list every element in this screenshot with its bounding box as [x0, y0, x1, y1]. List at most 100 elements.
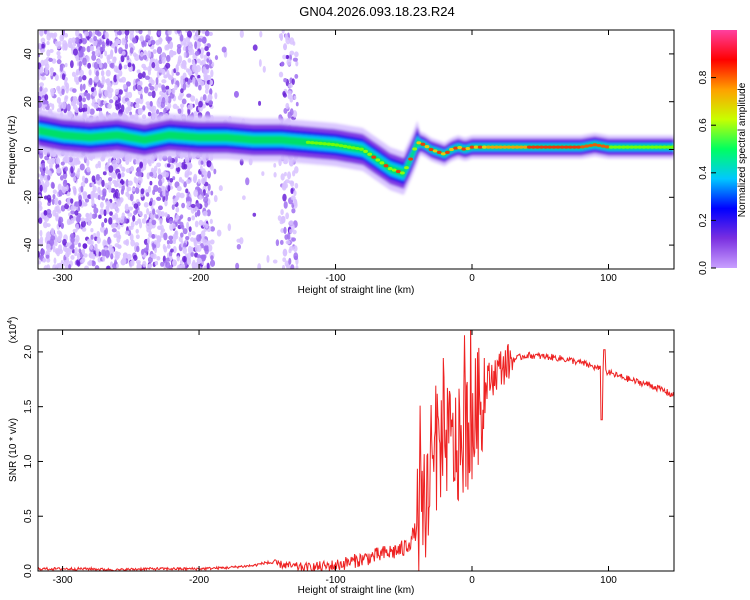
spectrogram-noise-dot — [158, 179, 163, 187]
spectrogram-core-dot — [510, 145, 516, 149]
spectrogram-noise-dot — [56, 59, 62, 65]
spectrogram-noise-dot — [283, 226, 287, 235]
spectrogram-noise-dot — [196, 58, 201, 64]
spectrogram-noise-dot — [193, 189, 199, 197]
spectrogram-noise-dot — [107, 103, 112, 110]
spectrogram-noise-dot — [58, 189, 63, 197]
spectrogram-core-dot — [625, 145, 630, 149]
spectrogram-noise-dot — [202, 239, 209, 247]
spectrogram-core-dot — [400, 171, 405, 175]
spectrogram-noise-dot — [290, 264, 295, 269]
spectrogram-noise-dot — [55, 157, 61, 165]
spectrogram-noise-dot — [153, 184, 159, 193]
colorbar-tick-label: 0.4 — [698, 165, 709, 179]
spectrogram-noise-dot — [69, 60, 74, 69]
spectrogram-noise-dot — [157, 210, 163, 217]
spectrogram-noise-dot — [159, 90, 164, 96]
spectrogram-noise-dot — [73, 188, 77, 196]
snr-y-label: SNR (10 * v/v) — [8, 418, 19, 482]
spectrogram-noise-dot — [78, 248, 82, 254]
spectrogram-noise-dot — [157, 174, 163, 181]
spectrogram-noise-dot — [87, 106, 91, 113]
spectrogram-noise-dot — [40, 59, 45, 67]
spectrogram-noise-dot — [108, 180, 112, 187]
spectrogram-noise-dot — [176, 30, 181, 34]
spectrogram-noise-dot — [41, 162, 46, 169]
spectrogram-noise-dot — [141, 114, 147, 120]
spectrogram-noise-dot — [84, 217, 90, 222]
spectrogram-noise-dot — [198, 84, 202, 91]
spectrogram-noise-dot — [147, 264, 151, 269]
spectrogram-noise-dot — [186, 221, 190, 230]
spectrogram-core-dot — [498, 145, 504, 149]
snr-x-label: Height of straight line (km) — [298, 585, 415, 596]
spectrogram-noise-dot — [39, 66, 44, 74]
spectrogram-noise-dot — [132, 52, 137, 58]
spectrogram-noise-dot — [175, 214, 180, 221]
spectrogram-noise-dot — [38, 200, 43, 207]
spectrogram-noise-dot — [171, 51, 177, 56]
spectrogram-noise-dot — [182, 255, 187, 263]
spectrogram-noise-dot — [143, 50, 147, 57]
spectrogram-noise-dot — [142, 260, 147, 268]
spectrogram-noise-dot — [38, 238, 41, 245]
spectrogram-noise-dot — [99, 201, 104, 209]
spectrogram-noise-dot — [139, 35, 144, 42]
spectrogram-noise-dot — [257, 263, 262, 269]
spectrogram-noise-dot — [179, 221, 184, 228]
spectrogram-noise-dot — [129, 260, 133, 268]
spectrogram-noise-dot — [91, 54, 97, 61]
spectrogram-noise-dot — [165, 44, 170, 51]
spectrogram-noise-dot — [64, 33, 69, 38]
spectrogram-noise-dot — [157, 225, 162, 230]
spectrogram-core-dot — [567, 145, 573, 149]
spectrogram-noise-dot — [72, 176, 77, 182]
spectrogram-noise-dot — [175, 194, 180, 201]
spectrogram-noise-dot — [169, 177, 174, 183]
spectrogram-core-dot — [670, 145, 674, 149]
spectrogram-noise-dot — [51, 198, 55, 205]
spectrogram-noise-dot — [156, 46, 163, 55]
spectrogram-noise-dot — [64, 252, 70, 258]
spectrogram-noise-dot — [153, 240, 158, 245]
spectrogram-noise-dot — [235, 262, 240, 269]
spectrogram-core-dot — [612, 145, 618, 149]
spectrogram-noise-dot — [190, 95, 196, 102]
spectrogram-x-tick-label: 100 — [600, 273, 617, 284]
spectrogram-noise-dot — [49, 162, 53, 169]
spectrogram-noise-dot — [75, 69, 80, 76]
spectrogram-noise-dot — [282, 93, 287, 98]
spectrogram-noise-dot — [151, 234, 156, 239]
spectrogram-noise-dot — [101, 179, 105, 188]
spectrogram-noise-dot — [279, 33, 283, 41]
spectrogram-noise-dot — [287, 93, 293, 100]
spectrogram-noise-dot — [216, 229, 222, 237]
spectrogram-noise-dot — [177, 55, 183, 64]
spectrogram-noise-dot — [236, 243, 242, 250]
spectrogram-noise-dot — [165, 95, 169, 104]
spectrogram-noise-dot — [92, 39, 98, 47]
spectrogram-core-dot — [457, 145, 463, 150]
snr-y-tick-label: 1.5 — [23, 399, 34, 413]
spectrogram-noise-dot — [62, 238, 67, 246]
spectrogram-noise-dot — [185, 68, 190, 73]
spectrogram-noise-dot — [79, 163, 85, 171]
spectrogram-noise-dot — [137, 218, 142, 224]
spectrogram-noise-dot — [38, 43, 42, 50]
spectrogram-noise-dot — [154, 58, 159, 66]
colorbar-gradient — [711, 30, 737, 268]
spectrogram-noise-dot — [39, 184, 43, 192]
spectrogram-x-label: Height of straight line (km) — [298, 285, 415, 296]
spectrogram-noise-dot — [45, 231, 51, 239]
spectrogram-noise-dot — [129, 193, 134, 202]
spectrogram-noise-dot — [288, 257, 292, 265]
spectrogram-core-dot — [547, 145, 553, 149]
spectrogram-noise-dot — [85, 213, 90, 218]
spectrogram-noise-dot — [209, 218, 213, 225]
spectrogram-noise-dot — [149, 101, 153, 107]
spectrogram-noise-dot — [79, 83, 83, 92]
spectrogram-noise-dot — [86, 238, 93, 245]
spectrogram-noise-dot — [190, 246, 194, 253]
spectrogram-noise-dot — [135, 234, 140, 240]
